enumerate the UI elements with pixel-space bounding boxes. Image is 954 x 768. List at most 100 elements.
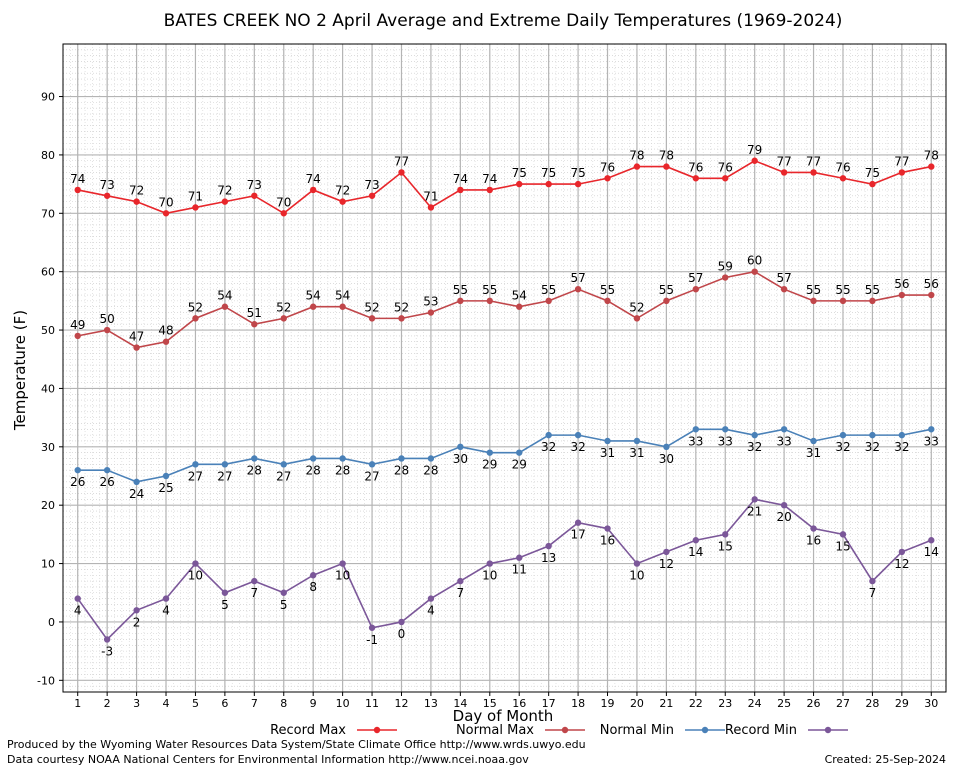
record-min-data-label: 10 xyxy=(629,569,644,583)
normal-min-point xyxy=(251,455,258,462)
record-min-point xyxy=(722,531,729,538)
legend-label-normal-min: Normal Min xyxy=(600,723,674,738)
y-tick-label: 60 xyxy=(41,266,55,279)
normal-max-point xyxy=(722,274,729,281)
record-max-point xyxy=(280,210,287,217)
record-max-point xyxy=(574,180,582,188)
record-min-data-label: 8 xyxy=(309,580,317,594)
record-min-data-label: 4 xyxy=(427,604,435,618)
series-normal-min: 26 26 24 25 27 27 28 27 28 28 27 28 28 30 29 29 32 32 31 31… xyxy=(70,426,939,501)
record-min-point xyxy=(368,624,376,631)
normal-min-data-label: 26 xyxy=(100,475,115,489)
record-max-data-label: 76 xyxy=(835,160,850,174)
x-tick-label: 4 xyxy=(163,697,170,710)
normal-max-point xyxy=(339,303,346,310)
x-tick-label: 30 xyxy=(924,697,938,710)
record-min-data-label: -3 xyxy=(101,644,113,658)
record-min-data-label: 5 xyxy=(221,598,229,612)
normal-min-point xyxy=(663,443,670,451)
record-min-point xyxy=(398,618,405,626)
normal-max-point xyxy=(280,315,287,322)
normal-min-point xyxy=(516,449,523,456)
record-max-point xyxy=(751,157,758,164)
record-max-data-label: 72 xyxy=(129,184,144,198)
legend-marker-normal-min xyxy=(701,726,709,734)
y-tick-label: 20 xyxy=(41,499,55,512)
record-max-data-label: 74 xyxy=(70,172,85,186)
record-max-point xyxy=(457,186,464,194)
record-max-point xyxy=(692,175,700,182)
normal-max-point xyxy=(162,338,170,345)
normal-max-data-label: 47 xyxy=(129,330,144,344)
record-min-data-label: 14 xyxy=(688,545,703,559)
x-tick-label: 25 xyxy=(777,697,791,710)
record-min-data-label: 0 xyxy=(398,627,406,641)
record-max-point xyxy=(427,204,435,211)
normal-max-point xyxy=(251,321,258,328)
record-min-data-label: 15 xyxy=(835,539,850,553)
normal-max-data-label: 52 xyxy=(364,300,379,314)
x-tick-label: 1 xyxy=(74,697,81,710)
normal-min-data-label: 30 xyxy=(453,452,468,466)
normal-max-data-label: 48 xyxy=(158,324,173,338)
normal-max-data-label: 53 xyxy=(423,295,438,309)
record-max-point xyxy=(545,180,552,188)
y-tick-label: 80 xyxy=(41,149,55,162)
record-min-data-label: 16 xyxy=(806,534,821,548)
y-tick-label: -10 xyxy=(37,674,55,687)
normal-min-data-label: 32 xyxy=(570,440,585,454)
record-min-line xyxy=(77,498,932,641)
record-max-data-label: 73 xyxy=(247,178,262,192)
record-min-point xyxy=(869,577,876,585)
normal-min-point xyxy=(839,431,847,439)
record-min-point xyxy=(339,560,346,567)
record-min-data-label: 15 xyxy=(718,539,733,553)
normal-max-point xyxy=(221,303,229,310)
record-max-data-label: 76 xyxy=(600,160,615,174)
normal-max-point xyxy=(839,297,847,305)
record-max-data-label: 74 xyxy=(482,172,497,186)
record-min-point xyxy=(457,577,464,585)
normal-max-data-label: 56 xyxy=(894,277,909,291)
normal-max-data-label: 49 xyxy=(70,318,85,332)
normal-max-point xyxy=(398,315,405,322)
normal-min-data-label: 25 xyxy=(158,481,173,495)
record-max-point xyxy=(398,169,405,176)
record-min-point xyxy=(74,595,81,602)
normal-min-data-label: 33 xyxy=(924,434,939,448)
record-max-data-label: 70 xyxy=(276,195,291,209)
normal-min-point xyxy=(780,426,788,433)
x-tick-label: 20 xyxy=(630,697,644,710)
normal-max-data-label: 56 xyxy=(924,277,939,291)
normal-max-data-label: 57 xyxy=(570,271,585,285)
normal-min-point xyxy=(192,461,199,468)
normal-max-point xyxy=(516,303,523,310)
record-max-data-label: 73 xyxy=(364,178,379,192)
legend-label-record-min: Record Min xyxy=(725,723,797,738)
normal-min-point xyxy=(898,431,906,439)
record-min-point xyxy=(810,525,817,532)
record-max-point xyxy=(192,204,199,211)
normal-max-point xyxy=(74,332,81,340)
x-tick-label: 28 xyxy=(865,697,879,710)
normal-max-data-label: 52 xyxy=(629,300,644,314)
x-tick-label: 14 xyxy=(453,697,467,710)
record-max-data-label: 72 xyxy=(335,184,350,198)
normal-max-point xyxy=(780,285,788,293)
normal-max-data-label: 54 xyxy=(306,289,321,303)
normal-max-point xyxy=(869,297,876,305)
normal-max-data-label: 52 xyxy=(394,300,409,314)
x-tick-label: 5 xyxy=(192,697,199,710)
record-min-data-label: 2 xyxy=(133,615,141,629)
record-min-point xyxy=(928,537,935,544)
normal-max-point xyxy=(751,268,758,275)
record-max-point xyxy=(780,169,788,176)
normal-min-data-label: 32 xyxy=(894,440,909,454)
x-tick-label: 29 xyxy=(895,697,909,710)
normal-min-point xyxy=(368,461,376,468)
record-max-point xyxy=(722,175,729,182)
legend-marker-normal-max xyxy=(561,726,569,734)
normal-min-data-label: 33 xyxy=(688,434,703,448)
